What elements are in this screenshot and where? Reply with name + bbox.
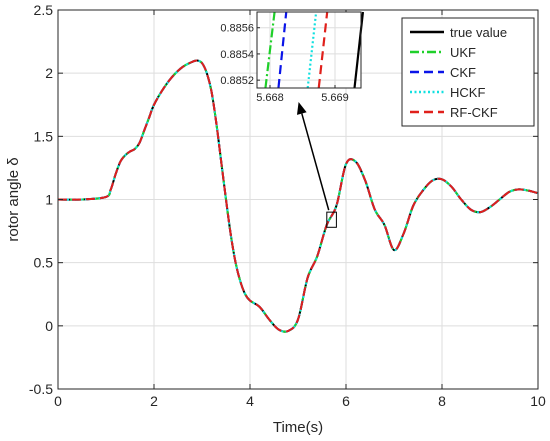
zoom-arrow xyxy=(301,113,330,211)
inset-y-tick-label: 0.8856 xyxy=(220,23,254,35)
x-tick-label: 2 xyxy=(150,393,158,409)
y-tick-label: 0 xyxy=(45,318,53,334)
y-tick-label: 1.5 xyxy=(34,128,54,144)
legend-label-ckf: CKF xyxy=(450,65,476,80)
legend-label-ukf: UKF xyxy=(450,45,476,60)
x-axis-label: Time(s) xyxy=(273,419,323,436)
inset-border xyxy=(256,11,362,89)
legend-label-rf-ckf: RF-CKF xyxy=(450,105,498,120)
x-tick-label: 6 xyxy=(342,393,350,409)
inset-background xyxy=(257,12,361,88)
zoom-arrowhead xyxy=(297,102,307,115)
y-tick-label: 2 xyxy=(45,65,53,81)
inset-y-tick-label: 0.8852 xyxy=(220,75,254,87)
zoom-region-box xyxy=(326,211,337,228)
legend-label-hckf: HCKF xyxy=(450,85,485,100)
legend: true value UKF CKF HCKF RF-CKF xyxy=(401,17,535,127)
y-tick-label: 2.5 xyxy=(34,2,54,18)
grid xyxy=(57,9,539,390)
inset-y-tick-label: 0.8854 xyxy=(220,49,254,61)
x-tick-label: 8 xyxy=(438,393,446,409)
inset-line-ckf xyxy=(277,11,288,89)
y-tick-label: -0.5 xyxy=(29,381,53,397)
inset-x-tick-label: 5.668 xyxy=(256,92,284,104)
x-tick-label: 0 xyxy=(54,393,62,409)
inset-line-rf-ckf xyxy=(317,11,329,89)
y-tick-label: 1 xyxy=(45,192,53,208)
legend-label-true-value: true value xyxy=(450,25,507,40)
series-line-rf-ckf xyxy=(57,59,539,333)
inset-x-tick-label: 5.669 xyxy=(321,92,349,104)
x-tick-label: 10 xyxy=(530,393,546,409)
tick-labels: 0 2 4 6 8 10-0.500.511.522.5 xyxy=(29,2,546,409)
inset-zoom-plot: 5.668 5.669 0.8852 0.8854 0.8856 xyxy=(220,11,365,104)
inset-line-true-value xyxy=(353,11,365,89)
y-tick-label: 0.5 xyxy=(34,255,54,271)
series-lines xyxy=(57,59,539,333)
x-tick-label: 4 xyxy=(246,393,254,409)
y-axis-label: rotor angle δ xyxy=(5,157,22,241)
tick-marks xyxy=(57,9,539,390)
inset-line-hckf xyxy=(306,11,318,89)
inset-line-ukf xyxy=(264,11,276,89)
